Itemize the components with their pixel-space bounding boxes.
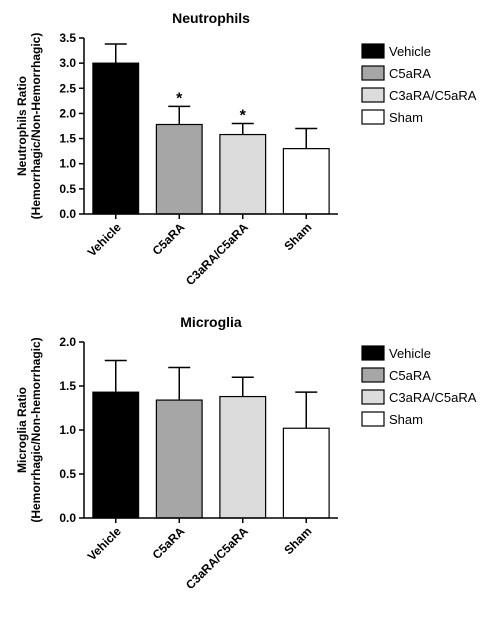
legend-label-c3ara-c5ara: C3aRA/C5aRA bbox=[389, 390, 477, 405]
y-axis-label: Neutrophils Ratio bbox=[15, 76, 29, 176]
significance-marker: * bbox=[176, 90, 183, 107]
y-tick-label: 3.5 bbox=[59, 31, 76, 45]
x-tick-label-c3ara-c5ara: C3aRA/C5aRA bbox=[183, 524, 251, 592]
bar-c3ara-c5ara bbox=[219, 395, 267, 519]
legend-label-c5ara: C5aRA bbox=[389, 368, 431, 383]
y-tick-label: 0.0 bbox=[59, 207, 76, 221]
legend-label-vehicle: Vehicle bbox=[389, 346, 431, 361]
y-axis-label-subtitle: (Hemorrhagic/Non-Hemorrhagic) bbox=[29, 33, 43, 220]
y-tick-label: 1.5 bbox=[59, 379, 76, 393]
y-tick-label: 2.5 bbox=[59, 81, 76, 95]
x-tick-label-c3ara-c5ara: C3aRA/C5aRA bbox=[183, 220, 251, 288]
y-tick-label: 0.5 bbox=[59, 182, 76, 196]
bar-vehicle bbox=[92, 391, 140, 519]
chart-title: Microglia bbox=[180, 314, 242, 330]
legend-swatch-vehicle bbox=[361, 345, 385, 361]
y-tick-label: 1.5 bbox=[59, 132, 76, 146]
legend-label-c3ara-c5ara: C3aRA/C5aRA bbox=[389, 88, 477, 103]
y-tick-label: 2.0 bbox=[59, 335, 76, 349]
x-tick-label-vehicle: Vehicle bbox=[85, 524, 124, 563]
legend-label-sham: Sham bbox=[389, 110, 423, 125]
x-tick-label-vehicle: Vehicle bbox=[85, 220, 124, 259]
bar-c3ara-c5ara bbox=[219, 133, 267, 215]
legend-swatch-sham bbox=[361, 109, 385, 125]
y-axis-label-subtitle: (Hemorrhagic/Non-hemorrhagic) bbox=[29, 337, 43, 522]
y-tick-label: 3.0 bbox=[59, 56, 76, 70]
y-tick-label: 0.0 bbox=[59, 511, 76, 525]
y-tick-label: 0.5 bbox=[59, 467, 76, 481]
chart-title: Neutrophils bbox=[172, 10, 250, 26]
x-tick-label-sham: Sham bbox=[281, 524, 314, 557]
legend-label-c5ara: C5aRA bbox=[389, 66, 431, 81]
neutrophils-panel: Neutrophils Neutrophils Ratio (Hemorrhagic… bbox=[15, 10, 477, 288]
y-axis-label: Microglia Ratio bbox=[15, 387, 29, 473]
microglia-panel: Microglia Microglia Ratio (Hemorrhagic/Non… bbox=[15, 314, 477, 592]
x-tick-label-c5ara: C5aRA bbox=[150, 220, 188, 258]
legend-swatch-c5ara bbox=[361, 367, 385, 383]
x-tick-label-sham: Sham bbox=[281, 220, 314, 253]
legend-swatch-vehicle bbox=[361, 43, 385, 59]
legend-swatch-c3ara-c5ara bbox=[361, 87, 385, 103]
bar-sham bbox=[282, 427, 330, 519]
legend-swatch-c5ara bbox=[361, 65, 385, 81]
y-tick-label: 2.0 bbox=[59, 106, 76, 120]
legend-swatch-c3ara-c5ara bbox=[361, 389, 385, 405]
bar-c5ara bbox=[155, 123, 203, 215]
bar-sham bbox=[282, 148, 330, 215]
y-tick-label: 1.0 bbox=[59, 423, 76, 437]
legend-label-vehicle: Vehicle bbox=[389, 44, 431, 59]
legend-label-sham: Sham bbox=[389, 412, 423, 427]
bar-vehicle bbox=[92, 62, 140, 215]
x-tick-label-c5ara: C5aRA bbox=[150, 524, 188, 562]
legend-swatch-sham bbox=[361, 411, 385, 427]
y-tick-label: 1.0 bbox=[59, 157, 76, 171]
bar-c5ara bbox=[155, 399, 203, 519]
significance-marker: * bbox=[240, 107, 247, 124]
